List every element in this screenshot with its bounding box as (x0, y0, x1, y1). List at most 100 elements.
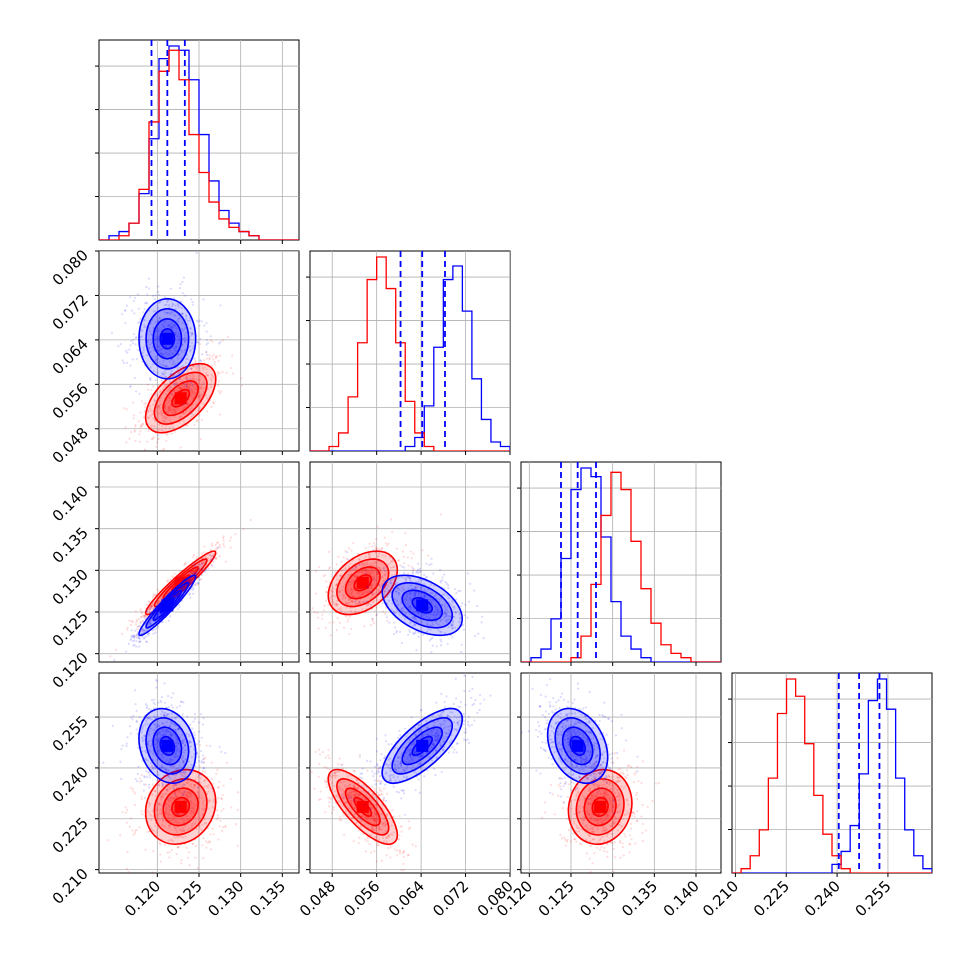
sample-point (159, 453, 161, 455)
sample-point (155, 782, 159, 785)
sample-point (185, 732, 188, 735)
sample-point (157, 293, 160, 297)
sample-point (182, 701, 185, 704)
sample-point (153, 425, 156, 428)
sample-point (190, 803, 193, 806)
sample-point (192, 731, 196, 734)
sample-point (146, 743, 150, 746)
sample-point (460, 650, 463, 654)
sample-point (147, 388, 150, 392)
sample-point (177, 333, 180, 336)
sample-point (385, 587, 388, 590)
sample-point (162, 359, 165, 362)
sample-point (348, 797, 351, 800)
sample-point (179, 766, 182, 769)
sample-point (423, 594, 426, 597)
sample-point (203, 785, 206, 788)
sample-point (153, 338, 156, 342)
sample-point (383, 755, 387, 758)
sample-point (188, 735, 191, 738)
sample-point (374, 609, 377, 612)
sample-point (388, 562, 391, 566)
sample-point (150, 623, 153, 626)
sample-point (191, 332, 194, 335)
sample-point (200, 394, 203, 397)
sample-point (335, 604, 339, 607)
sample-point (406, 556, 409, 559)
sample-point (351, 588, 355, 591)
sample-point (184, 358, 188, 361)
sample-point (155, 337, 158, 340)
sample-point (172, 692, 175, 695)
sample-point (455, 716, 459, 719)
sample-point (385, 814, 388, 817)
sample-point (304, 634, 306, 636)
sample-point (148, 404, 152, 407)
sample-point (185, 383, 188, 386)
sample-point (418, 791, 421, 794)
sample-point (130, 629, 133, 632)
sample-point (179, 829, 182, 832)
sample-point (156, 349, 160, 352)
sample-point (371, 806, 374, 810)
sample-point (121, 811, 124, 814)
sample-point (106, 839, 109, 842)
sample-point (201, 393, 204, 396)
sample-point (377, 566, 380, 569)
sample-point (134, 829, 137, 832)
sample-point (360, 570, 363, 574)
sample-point (335, 584, 338, 587)
sample-point (222, 535, 225, 538)
sample-point (162, 353, 165, 356)
sample-point (148, 776, 151, 779)
sample-point (132, 636, 135, 639)
sample-point (364, 547, 367, 550)
sample-point (221, 829, 224, 833)
sample-point (219, 546, 222, 549)
sample-point (156, 394, 159, 397)
sample-point (166, 382, 169, 386)
sample-point (343, 784, 346, 787)
sample-point (135, 720, 138, 723)
sample-point (369, 563, 372, 566)
sample-point (164, 420, 167, 424)
sample-point (200, 828, 203, 831)
sample-point (166, 730, 169, 734)
sample-point (180, 862, 183, 865)
sample-point (142, 631, 145, 634)
sample-point (187, 760, 190, 763)
sample-point (127, 870, 130, 873)
density-peak-series-0 (161, 332, 174, 345)
sample-point (353, 575, 357, 578)
sample-point (337, 590, 340, 593)
sample-point (137, 307, 140, 310)
sample-point (218, 380, 221, 383)
sample-point (395, 629, 398, 633)
sample-point (184, 749, 187, 752)
sample-point (324, 811, 327, 814)
sample-point (385, 836, 388, 840)
sample-point (361, 563, 365, 566)
sample-point (354, 574, 357, 577)
sample-point (381, 822, 384, 826)
sample-point (364, 555, 367, 559)
sample-point (408, 630, 411, 634)
sample-point (435, 645, 438, 648)
sample-point (178, 764, 181, 767)
sample-point (172, 754, 175, 757)
sample-point (144, 302, 147, 305)
sample-point (388, 834, 391, 837)
sample-point (373, 850, 376, 853)
sample-point (404, 598, 408, 601)
sample-point (451, 619, 455, 622)
sample-point (208, 799, 211, 802)
sample-point (140, 779, 143, 782)
sample-point (430, 731, 433, 734)
sample-point (432, 613, 435, 617)
sample-point (354, 799, 358, 802)
sample-point (353, 569, 356, 572)
sample-point (157, 802, 161, 805)
sample-point (192, 569, 195, 572)
sample-point (407, 633, 410, 637)
sample-point (142, 349, 145, 352)
